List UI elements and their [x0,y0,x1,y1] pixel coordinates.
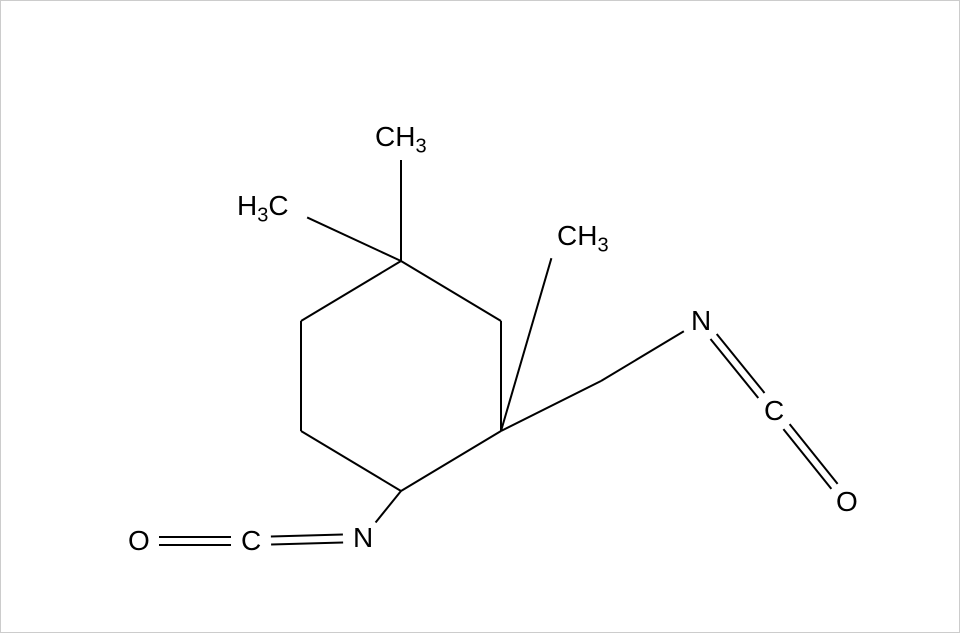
atom-label-o2: O [128,525,150,557]
atom-label-c_iso1: C [764,395,784,427]
atom-label-ch3_c: CH3 [557,220,609,258]
molecule-diagram: H3C CH3 CH3 N C O N C O [1,1,959,632]
atom-label-o1: O [836,486,858,518]
atom-label-ch3_b: CH3 [375,121,427,159]
atom-label-n1: N [691,305,711,337]
atom-label-n2: N [353,522,373,554]
atom-label-ch3_a: H3C [237,190,289,228]
atom-label-c_iso2: C [241,525,261,557]
